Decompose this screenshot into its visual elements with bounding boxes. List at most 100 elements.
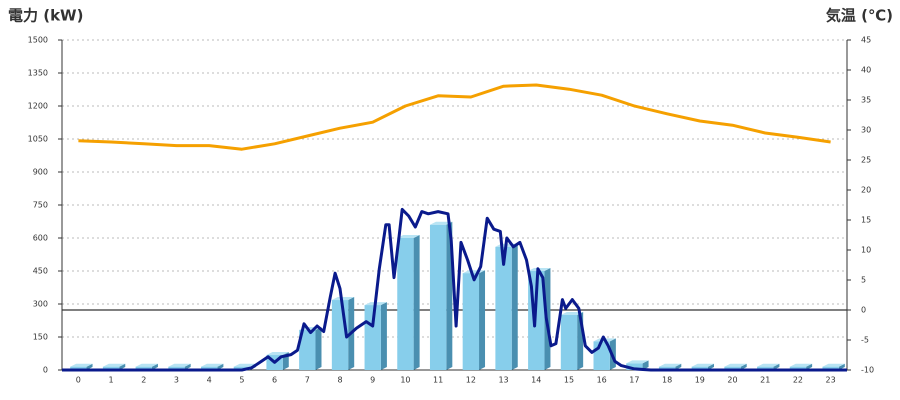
y-tick-label: 150 (33, 333, 48, 342)
bar (168, 363, 191, 370)
bar-front (299, 329, 316, 370)
bar-top (789, 363, 813, 367)
y2-tick-label: 5 (861, 276, 866, 285)
x-tick-label: 5 (239, 376, 244, 385)
x-tick-label: 23 (826, 376, 836, 385)
x-tick-label: 20 (727, 376, 737, 385)
y-tick-label: 1500 (28, 36, 48, 45)
bar-side (151, 363, 158, 370)
bar-front (822, 366, 839, 370)
bar-top (135, 363, 158, 367)
bar-side (806, 363, 813, 370)
x-tick-label: 11 (433, 376, 443, 385)
y2-tick-label: 35 (861, 96, 871, 105)
bar-side (86, 363, 93, 370)
bar-top (266, 352, 289, 356)
y-tick-label: 1200 (28, 102, 48, 111)
y2-tick-label: 45 (861, 36, 871, 45)
bar-top (691, 363, 714, 367)
bar (397, 235, 420, 370)
y-axis-title: 電力 (kW) (8, 7, 83, 25)
bar-top (102, 363, 126, 367)
bar (364, 302, 387, 370)
bar-side (740, 363, 747, 370)
bar (626, 360, 649, 370)
bar-front (560, 315, 578, 370)
bar-front (757, 366, 774, 370)
x-tick-label: 19 (695, 376, 705, 385)
x-tick-label: 14 (531, 376, 541, 385)
bar-side (838, 363, 845, 370)
bar-side (773, 363, 780, 370)
bar-side (642, 360, 649, 370)
y2-tick-label: 30 (861, 126, 871, 135)
bar-side (675, 363, 682, 370)
y-tick-label: 600 (33, 234, 48, 243)
bar-top (560, 312, 584, 315)
bar-top (397, 235, 420, 238)
bar-front (397, 238, 414, 370)
bar-front (462, 273, 480, 370)
bar-top (724, 363, 747, 367)
x-tick-label: 15 (564, 376, 574, 385)
bar (789, 363, 813, 370)
bar-side (184, 363, 191, 370)
bar-front (168, 366, 185, 370)
bar-side (707, 363, 714, 370)
y2-tick-label: 25 (861, 156, 871, 165)
bar-front (789, 366, 807, 370)
x-tick-label: 6 (272, 376, 277, 385)
bar-front (102, 366, 120, 370)
x-tick-label: 21 (760, 376, 770, 385)
bar-front (626, 363, 643, 370)
x-tick-label: 7 (305, 376, 310, 385)
bar-top (429, 221, 453, 225)
bar-front (364, 305, 381, 370)
y-tick-label: 1050 (28, 135, 48, 144)
bar-front (724, 366, 741, 370)
bar-top (757, 363, 780, 367)
temperature-line (78, 83, 831, 151)
bar (70, 363, 93, 370)
bar-side (413, 235, 420, 370)
y2-tick-label: -10 (861, 366, 874, 375)
x-tick-label: 10 (400, 376, 410, 385)
bar (429, 221, 453, 370)
bar-side (511, 243, 518, 370)
bar-side (380, 302, 387, 370)
bar (135, 363, 158, 370)
bar-front (495, 246, 512, 370)
x-tick-label: 4 (207, 376, 212, 385)
x-tick-label: 12 (466, 376, 476, 385)
bar-top (70, 363, 93, 367)
bar (102, 363, 126, 370)
bar-top (331, 297, 355, 301)
bar (462, 270, 486, 370)
y2-tick-label: 15 (861, 216, 871, 225)
x-tick-label: 3 (174, 376, 179, 385)
y-tick-label: 450 (33, 267, 48, 276)
bar (822, 363, 845, 370)
bar (691, 363, 714, 370)
x-tick-label: 18 (662, 376, 672, 385)
x-tick-label: 1 (109, 376, 114, 385)
bar-front (429, 224, 447, 370)
bar-top (168, 363, 191, 367)
bar-side (119, 363, 126, 370)
bar-front (233, 366, 251, 370)
y2-axis-title: 気温 (℃) (826, 7, 893, 25)
bar-top (822, 363, 845, 367)
x-tick-label: 13 (498, 376, 508, 385)
y2-tick-label: 20 (861, 186, 871, 195)
bar-top (626, 360, 649, 364)
bar-top (233, 363, 257, 367)
bar (495, 243, 518, 370)
bar-side (315, 326, 322, 370)
x-tick-label: 9 (370, 376, 375, 385)
power-line (62, 207, 847, 372)
y2-tick-label: 40 (861, 66, 871, 75)
bar (201, 363, 224, 370)
y2-tick-label: 10 (861, 246, 871, 255)
bar (724, 363, 747, 370)
